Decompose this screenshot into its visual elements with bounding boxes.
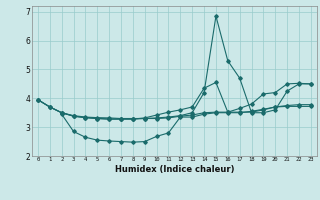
X-axis label: Humidex (Indice chaleur): Humidex (Indice chaleur) <box>115 165 234 174</box>
